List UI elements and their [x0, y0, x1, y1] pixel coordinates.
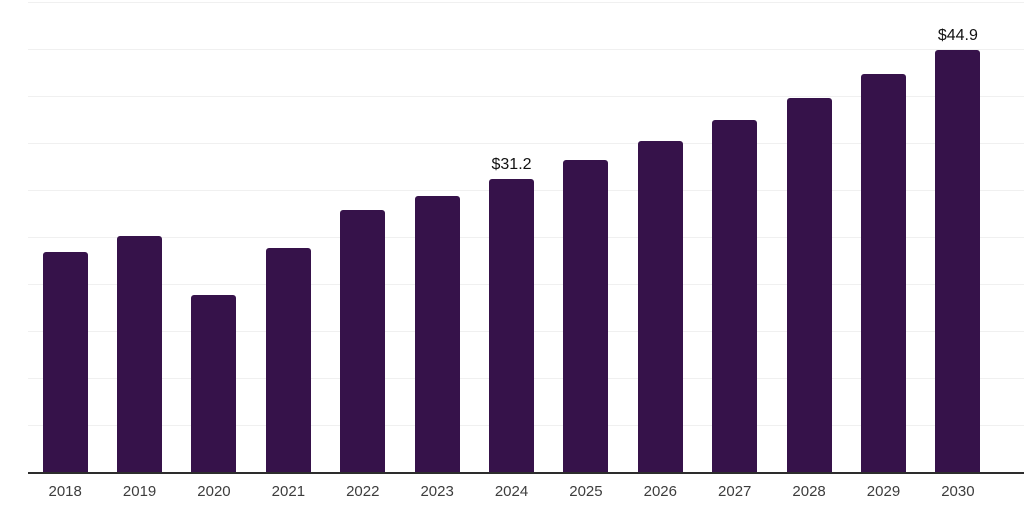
x-tick-label-2025: 2025 — [569, 483, 603, 500]
bar-slot-2020 — [177, 2, 251, 472]
bar-2021 — [265, 248, 311, 472]
bar-2018 — [42, 252, 88, 472]
bar-value-label-2024: $31.2 — [491, 155, 532, 173]
bar-slot-2023 — [400, 2, 474, 472]
bar-value-label-2030: $44.9 — [937, 26, 978, 44]
bar-slot-2028 — [772, 2, 846, 472]
x-tick-label-2022: 2022 — [346, 483, 380, 500]
bar-2023 — [414, 195, 460, 472]
x-tick-label-2020: 2020 — [197, 483, 231, 500]
gridline — [28, 2, 1024, 3]
bar-2028 — [786, 97, 832, 472]
gridline — [28, 143, 1024, 144]
x-tick-label-2030: 2030 — [941, 483, 975, 500]
bar-2024 — [489, 178, 535, 472]
bar-slot-2021 — [251, 2, 325, 472]
bar-2029 — [860, 74, 906, 472]
x-tick-label-2026: 2026 — [643, 483, 677, 500]
x-tick-label-2027: 2027 — [718, 483, 752, 500]
bar-slot-2029 — [846, 2, 920, 472]
x-tick-label-2021: 2021 — [271, 483, 306, 500]
x-tick-label-2024: 2024 — [494, 483, 529, 500]
bar-2027 — [712, 120, 758, 472]
gridline — [28, 96, 1024, 97]
x-tick-label-2028: 2028 — [792, 483, 826, 500]
bars-row: $31.2 $44.9 — [28, 2, 995, 472]
bar-slot-2019 — [102, 2, 176, 472]
bar-slot-2030: $44.9 — [921, 2, 995, 472]
bar-slot-2018 — [28, 2, 102, 472]
x-tick-label-2023: 2023 — [420, 483, 454, 500]
bar-slot-2024: $31.2 — [474, 2, 548, 472]
bar-2022 — [340, 209, 386, 472]
plot-area: $31.2 $44.9 — [28, 2, 1024, 474]
bar-slot-2025 — [549, 2, 623, 472]
x-axis: 2018 2019 2020 2021 2022 2023 2024 2025 2026 2027… — [28, 482, 995, 501]
bar-2020 — [191, 295, 237, 472]
bar-2025 — [563, 159, 609, 472]
bar-slot-2026 — [623, 2, 697, 472]
x-tick-label-2018: 2018 — [48, 483, 82, 500]
x-tick-label-2019: 2019 — [122, 483, 157, 500]
bar-2026 — [637, 141, 683, 472]
bar-slot-2027 — [698, 2, 772, 472]
bar-slot-2022 — [326, 2, 400, 472]
bar-2030 — [935, 49, 981, 472]
bar-2019 — [117, 236, 163, 472]
gridline — [28, 49, 1024, 50]
x-tick-label-2029: 2029 — [866, 483, 901, 500]
